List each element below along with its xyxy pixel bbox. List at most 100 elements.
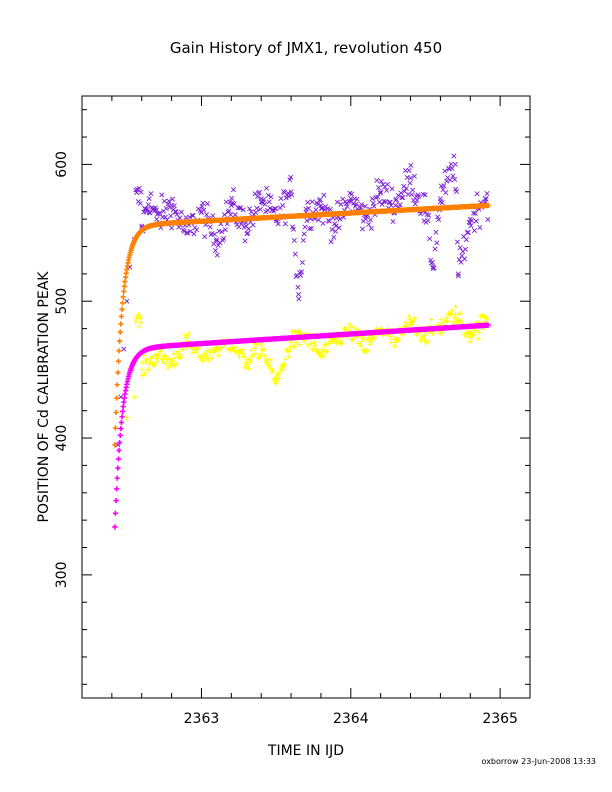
data-point	[465, 334, 471, 340]
data-point	[472, 210, 478, 217]
data-point	[477, 224, 483, 231]
data-point	[169, 196, 176, 202]
data-point	[163, 206, 169, 212]
data-point	[116, 447, 122, 454]
data-point	[410, 187, 416, 193]
data-point	[448, 311, 454, 317]
data-point	[366, 221, 372, 227]
data-point	[308, 340, 314, 346]
data-point	[124, 414, 130, 421]
data-point	[168, 213, 174, 219]
data-point	[452, 315, 458, 321]
data-point	[118, 419, 125, 426]
data-point	[317, 197, 323, 203]
data-point	[441, 183, 447, 189]
y-tick-label: 600	[54, 151, 70, 178]
data-point	[162, 353, 168, 359]
data-point	[393, 196, 400, 202]
data-point	[203, 356, 209, 362]
x-tick-label: 2365	[482, 711, 518, 727]
data-point	[250, 222, 256, 228]
data-point	[187, 228, 193, 234]
data-point	[189, 212, 195, 218]
data-point	[435, 214, 441, 220]
data-point	[362, 349, 368, 355]
data-point	[201, 207, 207, 213]
data-point	[114, 475, 120, 481]
data-point	[152, 352, 159, 358]
data-point	[409, 192, 415, 198]
data-point	[277, 369, 283, 375]
data-point	[219, 344, 225, 350]
data-point	[315, 201, 321, 207]
data-point	[358, 339, 365, 345]
data-point	[161, 198, 167, 204]
data-point	[292, 251, 298, 257]
data-point	[408, 162, 414, 168]
data-point	[256, 189, 262, 195]
data-point	[278, 365, 284, 371]
data-point	[252, 345, 258, 352]
data-point	[393, 202, 399, 208]
data-point	[323, 341, 329, 348]
data-point	[112, 524, 118, 530]
data-point	[378, 189, 384, 195]
data-point	[137, 315, 143, 321]
data-point	[360, 218, 366, 224]
data-point	[266, 362, 272, 368]
data-point	[275, 221, 281, 227]
data-point	[297, 341, 303, 348]
data-point	[113, 409, 119, 416]
data-point	[253, 350, 259, 357]
data-point	[462, 246, 469, 252]
data-point	[237, 354, 243, 360]
data-point	[463, 330, 469, 336]
data-point	[262, 201, 268, 207]
data-point	[261, 197, 267, 203]
data-point	[283, 195, 289, 201]
data-point	[200, 358, 206, 364]
data-point	[296, 291, 302, 297]
data-point	[300, 237, 306, 243]
data-point	[349, 191, 355, 197]
data-point	[137, 200, 143, 206]
data-point	[112, 442, 118, 448]
data-point	[462, 256, 468, 262]
data-point	[388, 202, 394, 208]
data-point	[197, 354, 203, 360]
data-point	[291, 238, 297, 244]
data-point	[484, 315, 490, 322]
data-point	[299, 259, 305, 265]
data-point	[119, 414, 125, 420]
data-point	[343, 201, 349, 207]
data-point	[320, 220, 326, 226]
data-point	[454, 239, 460, 245]
data-point	[113, 498, 119, 504]
data-point	[266, 199, 272, 205]
data-point	[319, 205, 325, 211]
data-point	[449, 165, 455, 171]
data-point	[467, 220, 473, 226]
data-point	[329, 227, 335, 233]
y-tick-label: 300	[54, 561, 70, 588]
data-point	[451, 153, 457, 159]
data-point	[172, 355, 178, 361]
data-point	[185, 230, 191, 236]
data-point	[422, 192, 428, 198]
data-point	[239, 350, 245, 357]
data-point	[187, 214, 193, 220]
data-point	[138, 189, 144, 195]
data-point	[173, 361, 179, 367]
data-point	[387, 333, 393, 340]
data-point	[442, 168, 448, 174]
data-point	[425, 338, 431, 345]
data-point	[157, 210, 163, 216]
data-point	[381, 198, 387, 204]
x-axis-label: TIME IN IJD	[267, 743, 344, 759]
data-point	[440, 319, 446, 325]
data-point	[338, 201, 344, 207]
data-point	[193, 350, 199, 356]
data-point	[276, 376, 282, 382]
data-point	[321, 353, 327, 360]
